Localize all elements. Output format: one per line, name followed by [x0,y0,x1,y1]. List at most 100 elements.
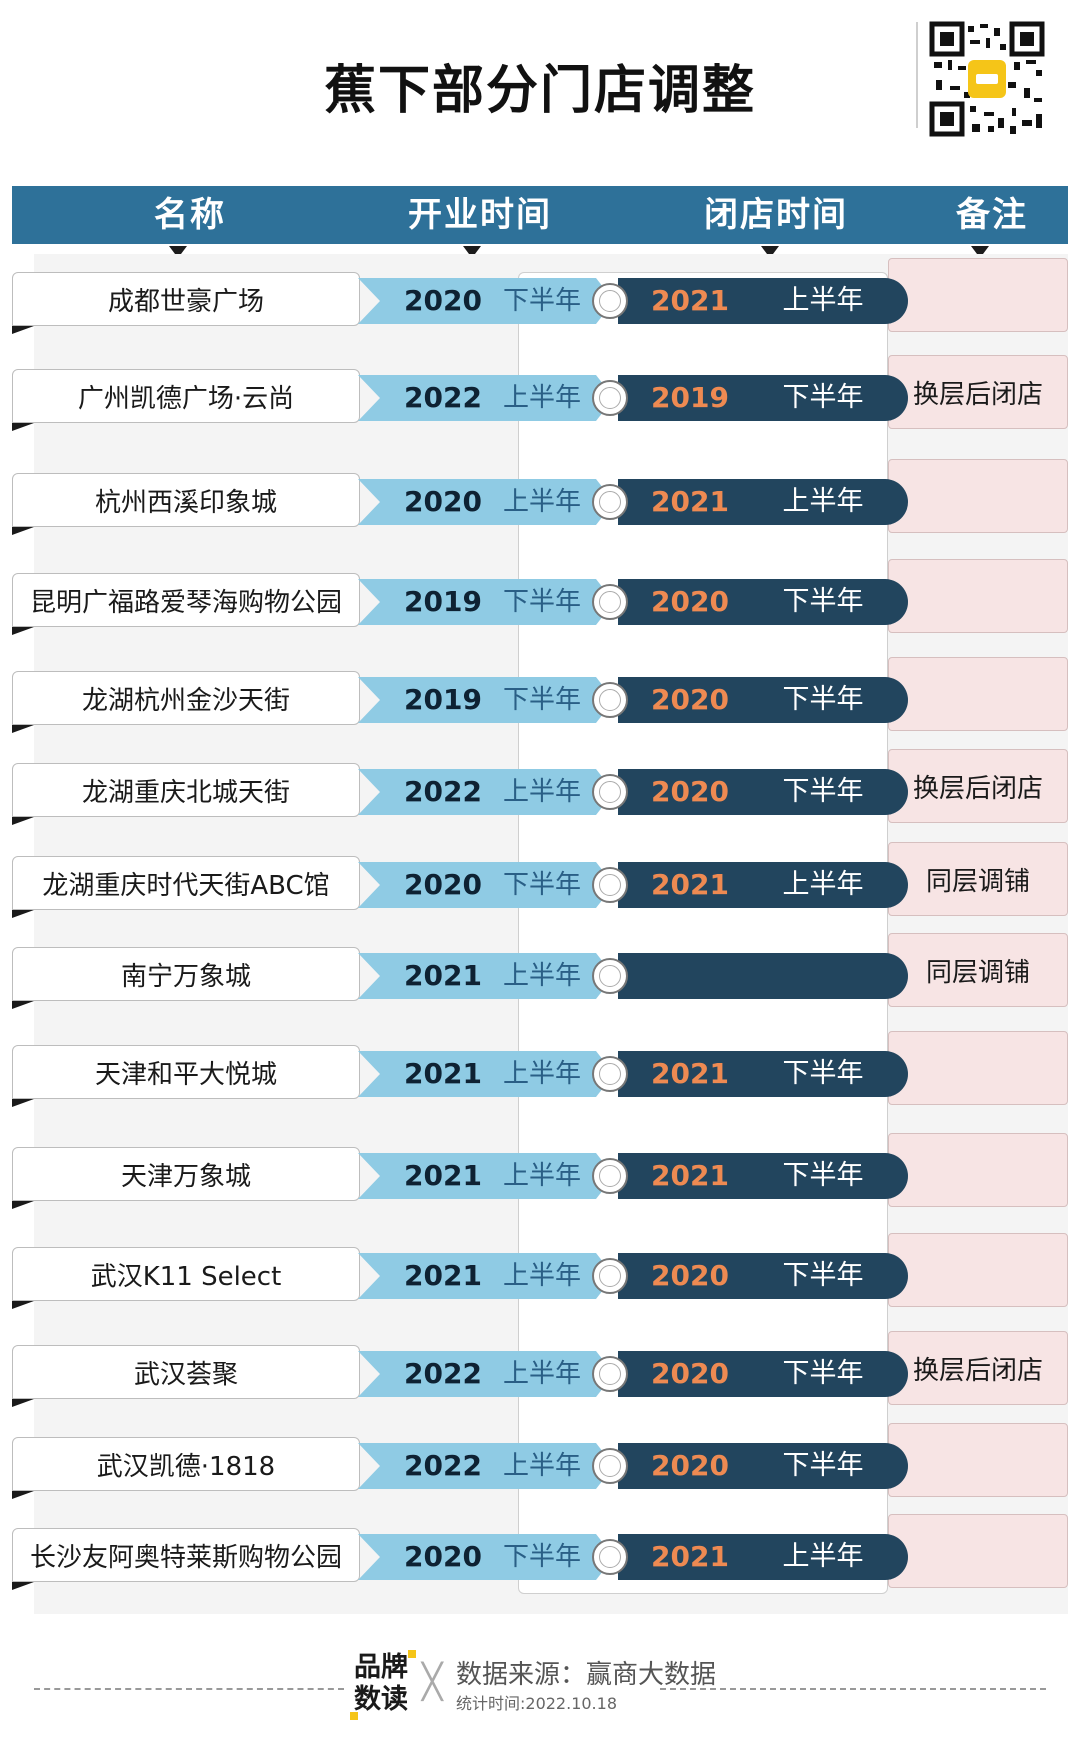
close-time-pill: 2020 下半年 [618,1443,908,1489]
note-text: 同层调铺 [925,866,1030,897]
table-row: 同层调铺 龙湖重庆时代天街ABC馆 2020 下半年 2021 上半年 [0,842,1080,918]
open-time-pill: 2020 下半年 [358,278,614,324]
card-tail [12,1099,34,1107]
store-name-card: 天津和平大悦城 [12,1045,360,1099]
note-text: 换层后闭店 [912,1355,1043,1386]
open-year: 2022 [404,381,482,414]
close-half: 下半年 [782,1160,864,1191]
note-cell [888,459,1068,533]
open-year: 2020 [404,485,482,518]
store-name: 广州凯德广场·云尚 [77,383,295,414]
cross-icon: ╳ [422,1662,443,1702]
table-row: 天津万象城 2021 上半年 2021 下半年 [0,1133,1080,1209]
knot-icon [592,682,628,718]
close-half: 上半年 [782,869,864,900]
table-row: 龙湖杭州金沙天街 2019 下半年 2020 下半年 [0,657,1080,733]
note-cell [888,1133,1068,1207]
brand-accent [408,1650,416,1658]
card-tail [12,423,34,431]
note-cell: 换层后闭店 [888,1331,1068,1405]
open-time-pill: 2020 下半年 [358,1534,614,1580]
close-year [640,953,740,999]
open-half: 上半年 [502,487,581,517]
open-time-pill: 2022 上半年 [358,375,614,421]
card-tail [12,326,34,334]
open-time-pill: 2022 上半年 [358,1443,614,1489]
open-half: 上半年 [502,1359,581,1389]
card-tail [12,527,34,535]
knot-icon [592,584,628,620]
knot-icon [592,958,628,994]
note-cell [888,1233,1068,1307]
knot-icon [592,1158,628,1194]
open-half: 下半年 [502,685,581,715]
close-year: 2021 [651,1159,729,1192]
header-name: 名称 [154,195,226,235]
knot-icon [592,1356,628,1392]
note-text: 换层后闭店 [912,379,1043,410]
store-name-card: 天津万象城 [12,1147,360,1201]
card-tail [12,1399,34,1407]
close-half: 下半年 [782,1358,864,1389]
card-tail [12,1201,34,1209]
open-time-pill: 2022 上半年 [358,1351,614,1397]
open-half: 上半年 [502,1059,581,1089]
store-name-card: 长沙友阿奥特莱斯购物公园 [12,1528,360,1582]
open-half: 上半年 [502,383,581,413]
card-tail [12,1301,34,1309]
close-time-pill: 2021 上半年 [618,479,908,525]
note-cell [888,1514,1068,1588]
knot-icon [592,1448,628,1484]
footer-divider [34,1688,344,1690]
note-cell: 换层后闭店 [888,355,1068,429]
open-year: 2020 [404,868,482,901]
close-time-pill: 2021 上半年 [618,278,908,324]
open-time-pill: 2020 上半年 [358,479,614,525]
close-time-pill: 2020 下半年 [618,579,908,625]
close-time-pill: 2021 上半年 [618,1534,908,1580]
close-year: 2021 [651,485,729,518]
qr-code-icon [928,20,1046,138]
footer-divider [660,1688,1046,1690]
store-name: 武汉凯德·1818 [96,1451,276,1482]
close-time-pill: 2020 下半年 [618,1253,908,1299]
open-half: 下半年 [502,286,581,316]
open-time-pill: 2021 上半年 [358,953,614,999]
close-half [768,953,878,999]
knot-icon [592,774,628,810]
open-time-pill: 2020 下半年 [358,862,614,908]
open-year: 2021 [404,1057,482,1090]
card-tail [12,817,34,825]
store-name-card: 武汉K11 Select [12,1247,360,1301]
table-row: 昆明广福路爱琴海购物公园 2019 下半年 2020 下半年 [0,559,1080,635]
note-text: 换层后闭店 [912,773,1043,804]
open-time-pill: 2022 上半年 [358,769,614,815]
table-row: 换层后闭店 广州凯德广场·云尚 2022 上半年 2019 下半年 [0,355,1080,431]
brand-logo: 品牌数读 [354,1652,408,1715]
store-name: 天津和平大悦城 [94,1059,277,1090]
header-open-time: 开业时间 [408,195,552,235]
close-time-pill: 2021 下半年 [618,1051,908,1097]
note-cell: 同层调铺 [888,933,1068,1007]
open-year: 2021 [404,959,482,992]
note-cell [888,1423,1068,1497]
table-row: 长沙友阿奥特莱斯购物公园 2020 下半年 2021 上半年 [0,1514,1080,1590]
card-tail [12,1491,34,1499]
close-year: 2021 [651,1540,729,1573]
store-name-card: 武汉荟聚 [12,1345,360,1399]
open-time-pill: 2021 上半年 [358,1253,614,1299]
close-time-pill: 2020 下半年 [618,769,908,815]
open-time-pill: 2021 上半年 [358,1153,614,1199]
brand-accent [350,1712,358,1720]
stat-time: 统计时间:2022.10.18 [456,1694,618,1713]
note-text: 同层调铺 [925,957,1030,988]
open-year: 2020 [404,1540,482,1573]
knot-icon [592,1539,628,1575]
store-name: 天津万象城 [120,1161,251,1192]
knot-icon [592,380,628,416]
store-name-card: 武汉凯德·1818 [12,1437,360,1491]
table-row: 武汉K11 Select 2021 上半年 2020 下半年 [0,1233,1080,1309]
close-half: 上半年 [782,285,864,316]
table-row: 成都世豪广场 2020 下半年 2021 上半年 [0,258,1080,334]
open-year: 2022 [404,775,482,808]
